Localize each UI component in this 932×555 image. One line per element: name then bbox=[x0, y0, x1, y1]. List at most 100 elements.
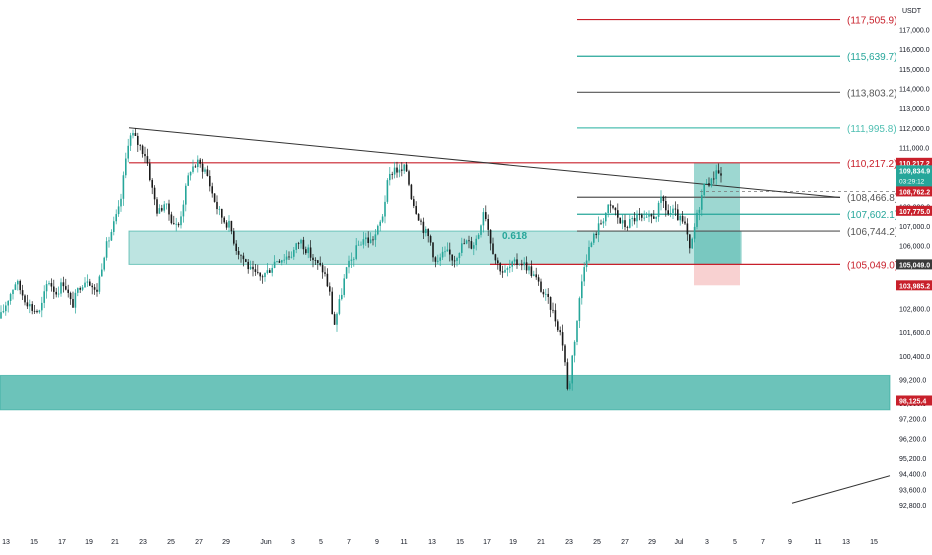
candle-body bbox=[717, 170, 720, 174]
candle-body bbox=[561, 332, 564, 346]
ascending-line[interactable] bbox=[791, 475, 891, 504]
candle-body bbox=[696, 212, 698, 227]
candle-body bbox=[595, 233, 597, 236]
candle-body bbox=[38, 310, 41, 313]
x-tick-label: 21 bbox=[537, 539, 545, 546]
level-label: (117,505.9) bbox=[847, 16, 897, 27]
candle-body bbox=[549, 296, 552, 310]
price-badge-label: 98,125.4 bbox=[899, 398, 926, 405]
candle-body bbox=[103, 257, 105, 270]
descending-trendline[interactable] bbox=[128, 127, 841, 199]
candle-body bbox=[590, 242, 593, 247]
candle-body bbox=[533, 274, 535, 276]
candle-body bbox=[137, 135, 139, 145]
candle-body bbox=[715, 170, 717, 180]
candle-body bbox=[89, 281, 91, 286]
candle-body bbox=[48, 283, 50, 285]
candle-body bbox=[684, 221, 686, 224]
price-badge-label: 109,834.9 bbox=[899, 168, 930, 175]
x-tick-label: 27 bbox=[195, 539, 203, 546]
y-tick-label: 102,800.0 bbox=[899, 307, 930, 314]
candle-body bbox=[285, 256, 288, 260]
position-tool[interactable] bbox=[694, 162, 740, 286]
candle-body bbox=[74, 292, 77, 308]
candle-body bbox=[401, 169, 403, 171]
candle-body bbox=[353, 258, 355, 260]
fib-levels-layer[interactable]: (117,505.9) (115,639.7) (113,803.2) (111,99… bbox=[129, 16, 898, 272]
candle-body bbox=[293, 249, 295, 257]
candle-body bbox=[125, 158, 127, 176]
candle-body bbox=[338, 299, 341, 314]
candle-body bbox=[669, 212, 672, 215]
candle-body bbox=[681, 215, 684, 222]
candle-body bbox=[420, 220, 422, 222]
candle-body bbox=[506, 268, 509, 270]
candle-body bbox=[665, 201, 667, 211]
y-tick-label: 115,000.0 bbox=[899, 67, 930, 74]
candle-body bbox=[350, 259, 353, 261]
candle-body bbox=[360, 244, 362, 246]
x-tick-label: 23 bbox=[139, 539, 147, 546]
candle-body bbox=[703, 183, 705, 196]
price-badge bbox=[896, 186, 932, 197]
candle-body bbox=[209, 175, 211, 187]
y-tick-label: 101,600.0 bbox=[899, 330, 930, 337]
candle-body bbox=[585, 260, 588, 268]
price-badge-label: 103,985.2 bbox=[899, 283, 930, 290]
candle-body bbox=[21, 290, 24, 296]
candle-body bbox=[667, 210, 669, 215]
x-tick-label: 7 bbox=[761, 539, 765, 546]
time-axis[interactable]: 13 15 17 19 21 23 25 27 29 Jun 3 5 7 9 11 13 15 17 19 21 23 2… bbox=[0, 532, 896, 550]
y-tick-label: 116,000.0 bbox=[899, 47, 930, 54]
x-tick-label: 13 bbox=[428, 539, 436, 546]
candle-body bbox=[557, 321, 559, 331]
demand-zone[interactable] bbox=[0, 374, 891, 411]
candle-body bbox=[614, 207, 617, 211]
candle-body bbox=[156, 199, 158, 214]
candle-body bbox=[463, 243, 465, 245]
candle-body bbox=[213, 193, 216, 202]
candle-body bbox=[662, 196, 665, 202]
candle-body bbox=[653, 216, 655, 219]
candle-body bbox=[461, 243, 463, 253]
candle-body bbox=[528, 266, 530, 271]
candle-body bbox=[525, 262, 528, 271]
candle-body bbox=[475, 238, 477, 246]
candle-body bbox=[139, 144, 141, 146]
candle-body bbox=[624, 220, 626, 228]
candle-body bbox=[638, 214, 641, 216]
trendlines-layer[interactable] bbox=[128, 127, 891, 504]
candle-body bbox=[163, 204, 165, 211]
candle-body bbox=[655, 216, 657, 219]
candle-body bbox=[441, 251, 444, 258]
candle-body bbox=[271, 267, 273, 273]
candle-body bbox=[449, 249, 451, 255]
candle-body bbox=[127, 145, 129, 159]
candle-body bbox=[317, 260, 319, 264]
position-stop-box[interactable] bbox=[694, 264, 740, 286]
candle-body bbox=[86, 281, 89, 283]
candle-body bbox=[115, 214, 117, 222]
candle-body bbox=[720, 173, 722, 176]
y-tick-label: 113,000.0 bbox=[899, 106, 930, 113]
candle-body bbox=[501, 271, 504, 273]
candle-body bbox=[504, 269, 506, 273]
y-tick-label: 95,200.0 bbox=[899, 456, 926, 463]
candle-body bbox=[573, 341, 576, 356]
candle-body bbox=[333, 314, 336, 325]
candle-body bbox=[396, 167, 398, 173]
price-axis[interactable]: USDT 117,000.0 116,000.0 115,000.0 114,000.… bbox=[896, 0, 932, 550]
candle-body bbox=[705, 183, 708, 184]
candle-body bbox=[225, 222, 228, 228]
x-tick-label: 11 bbox=[400, 539, 407, 546]
candle-body bbox=[540, 281, 542, 292]
candle-body bbox=[564, 345, 566, 363]
candle-body bbox=[14, 284, 17, 290]
candle-body bbox=[708, 183, 710, 186]
y-tick-label: 99,200.0 bbox=[899, 377, 926, 384]
candle-body bbox=[446, 249, 449, 252]
candle-body bbox=[410, 184, 413, 200]
candle-body bbox=[362, 239, 365, 245]
